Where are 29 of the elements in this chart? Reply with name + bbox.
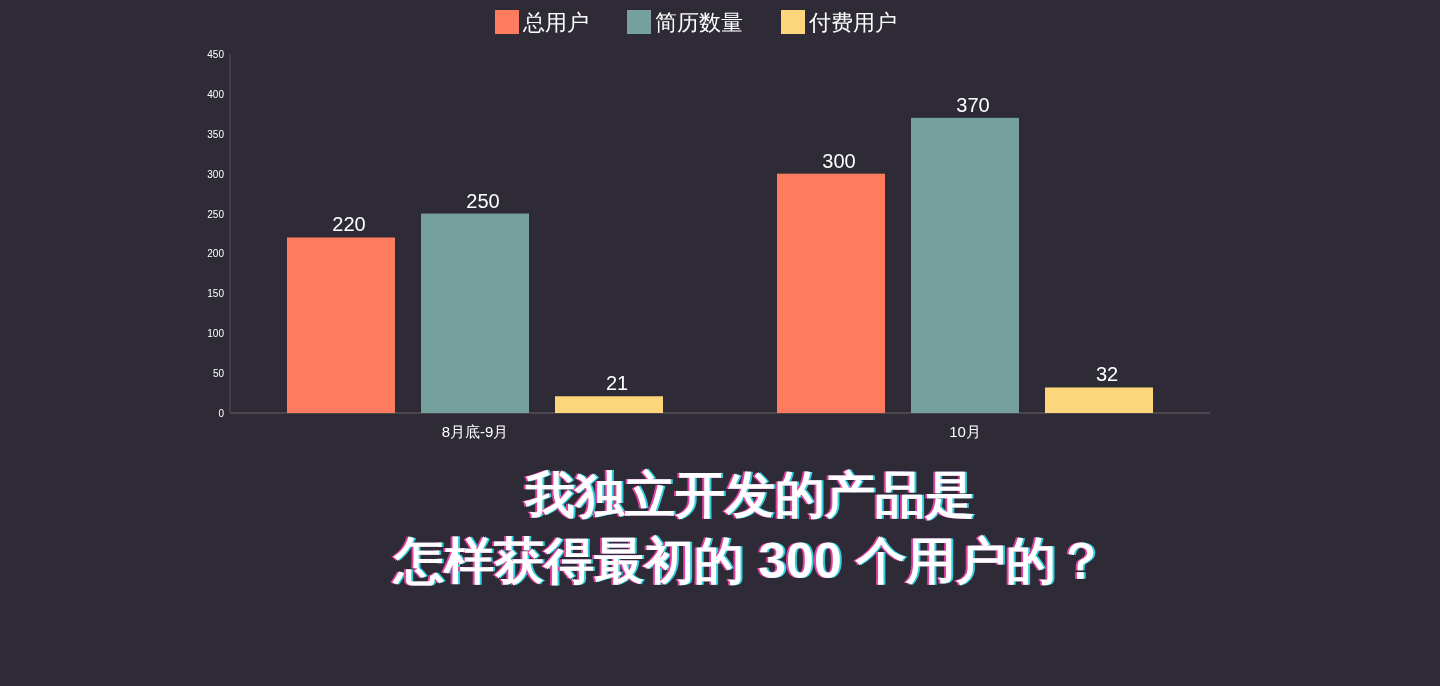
data-label: 370 <box>956 93 990 116</box>
y-tick-label: 200 <box>207 248 225 260</box>
data-label: 220 <box>332 213 366 236</box>
legend-label: 总用户 <box>522 10 589 35</box>
y-tick-label: 0 <box>218 408 225 419</box>
data-label: 32 <box>1095 363 1119 386</box>
y-tick-label: 300 <box>207 168 225 180</box>
text: 我独立开发的产品是 <box>523 466 976 525</box>
x-tick-label: 8月底-9月 <box>441 423 509 440</box>
y-tick-label: 50 <box>212 368 225 380</box>
y-tick-label: 400 <box>207 88 225 100</box>
data-label: 300 <box>822 149 856 172</box>
y-tick-label: 150 <box>207 288 225 300</box>
y-tick-label: 100 <box>207 328 225 340</box>
bar <box>911 117 1019 413</box>
data-label: 21 <box>605 372 629 395</box>
y-tick-label: 450 <box>207 49 225 60</box>
bar <box>777 173 885 413</box>
legend-label: 简历数量 <box>655 10 743 35</box>
bar <box>287 237 395 413</box>
x-tick-label: 10月 <box>949 423 981 440</box>
bar <box>421 213 529 413</box>
text: 怎样获得最初的 300 个用户的？ <box>391 532 1107 591</box>
bar <box>555 396 663 413</box>
y-tick-label: 350 <box>207 128 225 140</box>
legend-label: 付费用户 <box>808 10 897 35</box>
data-label: 250 <box>466 189 500 212</box>
bar <box>1045 387 1153 413</box>
y-tick-label: 250 <box>207 208 225 220</box>
